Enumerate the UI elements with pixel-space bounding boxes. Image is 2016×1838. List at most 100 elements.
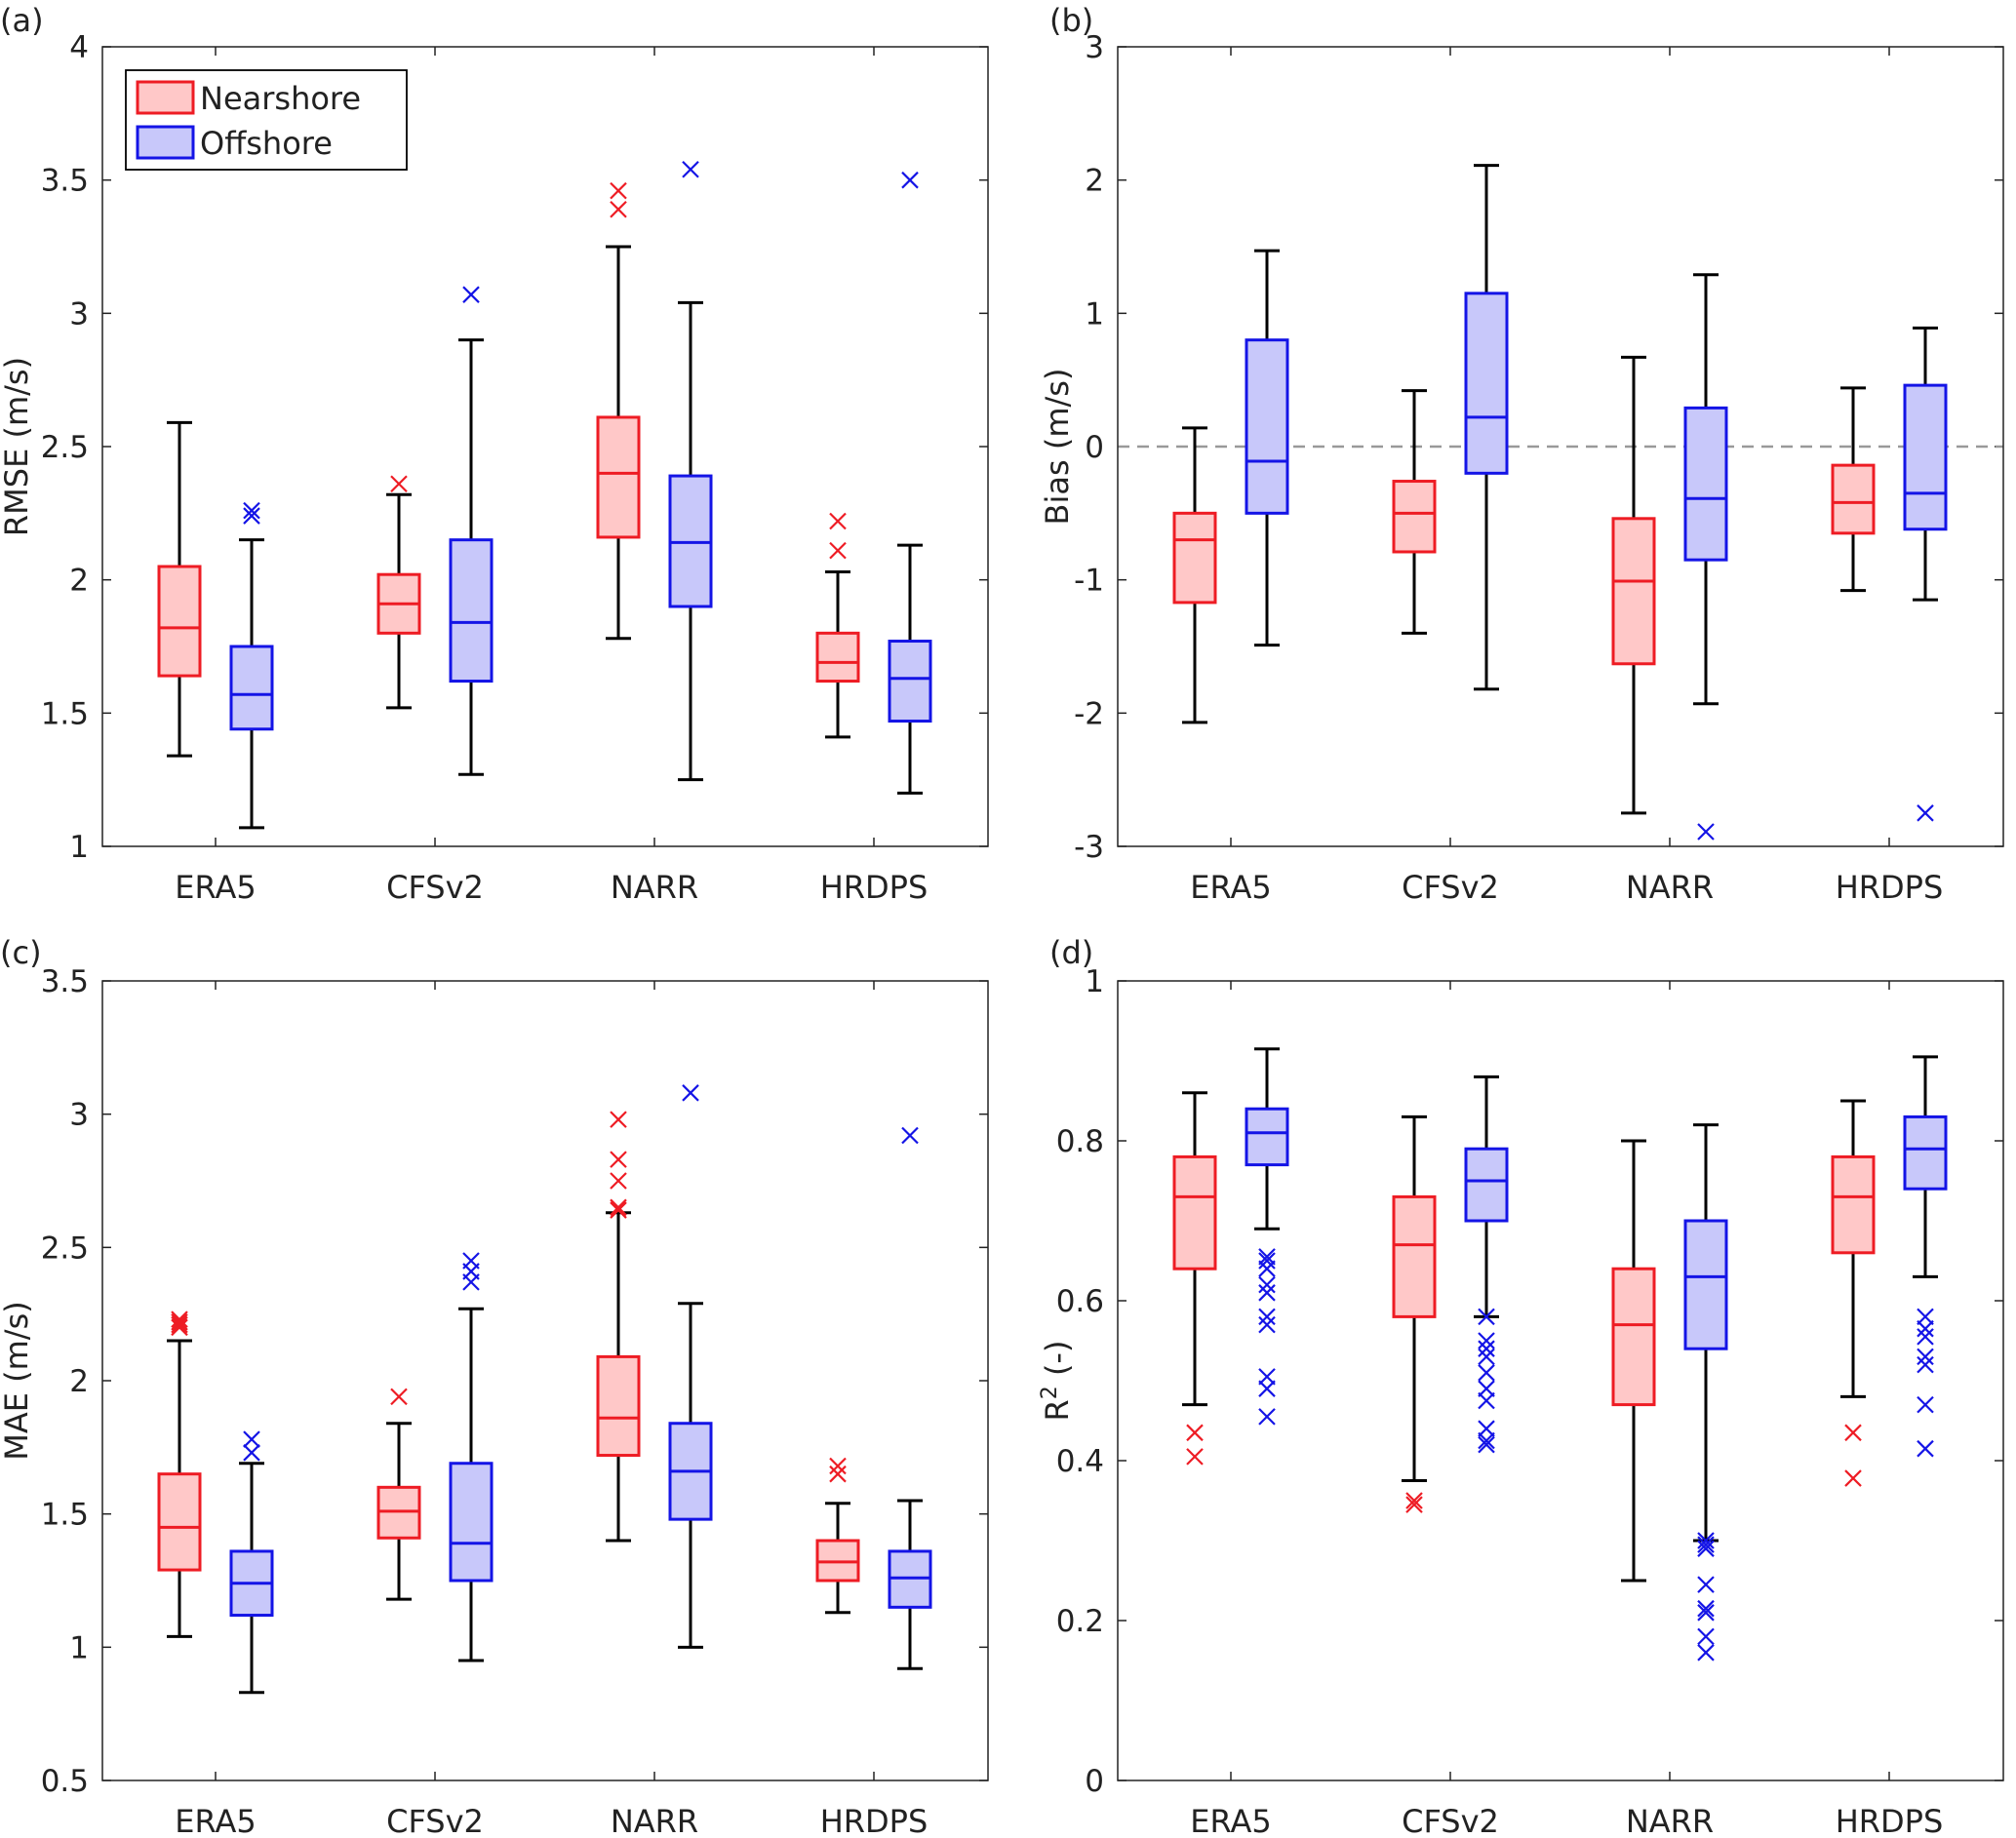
iqr-box bbox=[1172, 1154, 1217, 1271]
box-offshore-narr bbox=[1683, 1123, 1728, 1662]
outlier-marker bbox=[1405, 1492, 1423, 1509]
outlier-marker bbox=[901, 171, 919, 189]
box-nearshore-era5 bbox=[157, 1310, 202, 1638]
y-tick-label: 0.2 bbox=[1056, 1604, 1104, 1639]
x-category-label: ERA5 bbox=[1190, 869, 1271, 906]
outlier-marker bbox=[171, 1310, 188, 1328]
box-nearshore-hrdps bbox=[815, 512, 860, 739]
outlier-marker bbox=[1478, 1332, 1495, 1349]
y-tick-label: -2 bbox=[1074, 696, 1104, 731]
iqr-box bbox=[157, 1472, 202, 1572]
outlier-marker bbox=[1697, 823, 1715, 841]
iqr-box bbox=[1903, 1115, 1948, 1191]
panel-c-mae: (c) 0.5 1 1.5 2 2.5 3 3.5 ERA5 CFSv2 NARR HRDPS MA… bbox=[0, 934, 989, 1838]
box-offshore-narr bbox=[668, 160, 713, 782]
y-tick-label: 0.8 bbox=[1056, 1124, 1104, 1159]
outlier-marker bbox=[610, 1201, 627, 1219]
y-axis-label: MAE (m/s) bbox=[0, 1301, 35, 1460]
y-tick-label: 1.5 bbox=[41, 696, 89, 731]
outlier-marker bbox=[1844, 1424, 1862, 1442]
outlier-marker bbox=[1258, 1275, 1276, 1294]
y-tick-label: 2 bbox=[1085, 164, 1104, 199]
y-tick-label: 4 bbox=[69, 30, 89, 65]
outlier-marker bbox=[1697, 1536, 1715, 1553]
y-tick-label: 3 bbox=[69, 296, 89, 332]
x-category-label: HRDPS bbox=[820, 1803, 929, 1838]
outlier-marker bbox=[1697, 1644, 1715, 1662]
box-nearshore-era5 bbox=[1172, 1091, 1217, 1466]
outlier-marker bbox=[243, 501, 260, 520]
iqr-box bbox=[1611, 1267, 1656, 1407]
outlier-marker bbox=[610, 200, 627, 218]
box-offshore-cfsv2 bbox=[1464, 1075, 1509, 1454]
y-tick-label: 0.5 bbox=[41, 1764, 89, 1799]
legend-label-nearshore: Nearshore bbox=[200, 80, 361, 117]
iqr-box bbox=[1392, 480, 1437, 554]
outlier-marker bbox=[829, 541, 847, 560]
y-tick-label: 1 bbox=[1085, 964, 1104, 999]
iqr-box bbox=[157, 565, 202, 678]
outlier-marker bbox=[1258, 1308, 1276, 1326]
box-offshore-hrdps bbox=[888, 171, 932, 795]
x-category-label: NARR bbox=[611, 869, 698, 906]
outlier-marker bbox=[1186, 1448, 1204, 1466]
outlier-marker bbox=[1917, 1355, 1934, 1374]
y-tick-label: 1 bbox=[1085, 296, 1104, 332]
outlier-marker bbox=[390, 1388, 408, 1406]
box-offshore-era5 bbox=[229, 501, 274, 830]
outlier-marker bbox=[610, 1111, 627, 1128]
x-category-label: HRDPS bbox=[1836, 869, 1944, 906]
outlier-marker bbox=[462, 286, 480, 303]
outlier-marker bbox=[682, 1084, 699, 1102]
iqr-box bbox=[1392, 1194, 1437, 1318]
iqr-box bbox=[815, 631, 860, 684]
x-category-label: HRDPS bbox=[1836, 1803, 1944, 1838]
outlier-marker bbox=[1697, 1627, 1715, 1646]
outlier-marker bbox=[1697, 1540, 1715, 1557]
outlier-marker bbox=[1478, 1380, 1495, 1397]
y-tick-label: 3.5 bbox=[41, 164, 89, 199]
y-axis-label-suffix: (-) bbox=[1039, 1341, 1076, 1387]
panel-a-rmse: (a) 1 1.5 2 2.5 3 3.5 4 ERA5 CFSv2 NARR HRDPS RMSE… bbox=[0, 2, 989, 906]
outlier-marker bbox=[1697, 1604, 1715, 1622]
outlier-marker bbox=[1478, 1308, 1495, 1326]
y-tick-label: -3 bbox=[1074, 830, 1104, 865]
y-tick-label: 1 bbox=[69, 1630, 89, 1665]
outlier-marker bbox=[901, 1126, 919, 1145]
x-category-label: NARR bbox=[1626, 869, 1714, 906]
y-axis-label: R2 (-) bbox=[1038, 1341, 1076, 1422]
y-tick-label: 0.6 bbox=[1056, 1284, 1104, 1319]
y-tick-label: 1.5 bbox=[41, 1498, 89, 1533]
x-category-label: CFSv2 bbox=[386, 1803, 484, 1838]
iqr-box bbox=[229, 645, 274, 731]
outlier-marker bbox=[829, 1465, 847, 1483]
outlier-marker bbox=[1405, 1496, 1423, 1513]
outlier-marker bbox=[610, 1151, 627, 1168]
iqr-box bbox=[596, 1354, 641, 1458]
panel-label: (a) bbox=[0, 2, 44, 39]
outlier-marker bbox=[829, 1457, 847, 1475]
y-tick-label: 2.5 bbox=[41, 430, 89, 465]
box-offshore-era5 bbox=[1245, 1047, 1289, 1426]
outlier-marker bbox=[243, 1430, 260, 1448]
outlier-marker bbox=[1478, 1340, 1495, 1357]
outlier-marker bbox=[1917, 1348, 1934, 1366]
box-offshore-narr bbox=[668, 1084, 713, 1649]
outlier-marker bbox=[829, 512, 847, 530]
legend-swatch-nearshore bbox=[136, 80, 195, 115]
iqr-box bbox=[1245, 1107, 1289, 1167]
panel-label: (b) bbox=[1049, 2, 1093, 39]
y-tick-label: 0 bbox=[1085, 430, 1104, 465]
outlier-marker bbox=[1697, 1532, 1715, 1549]
legend: Nearshore Offshore bbox=[125, 69, 408, 171]
plot-area-frame bbox=[101, 46, 989, 847]
panel-label: (c) bbox=[0, 934, 42, 971]
outlier-marker bbox=[1917, 1319, 1934, 1338]
box-offshore-hrdps bbox=[1903, 326, 1948, 822]
y-tick-label: -1 bbox=[1074, 564, 1104, 599]
box-nearshore-era5 bbox=[157, 420, 202, 758]
box-nearshore-cfsv2 bbox=[376, 475, 421, 710]
y-tick-label: 1 bbox=[69, 830, 89, 865]
outlier-marker bbox=[610, 1198, 627, 1217]
x-category-label: ERA5 bbox=[175, 1803, 256, 1838]
